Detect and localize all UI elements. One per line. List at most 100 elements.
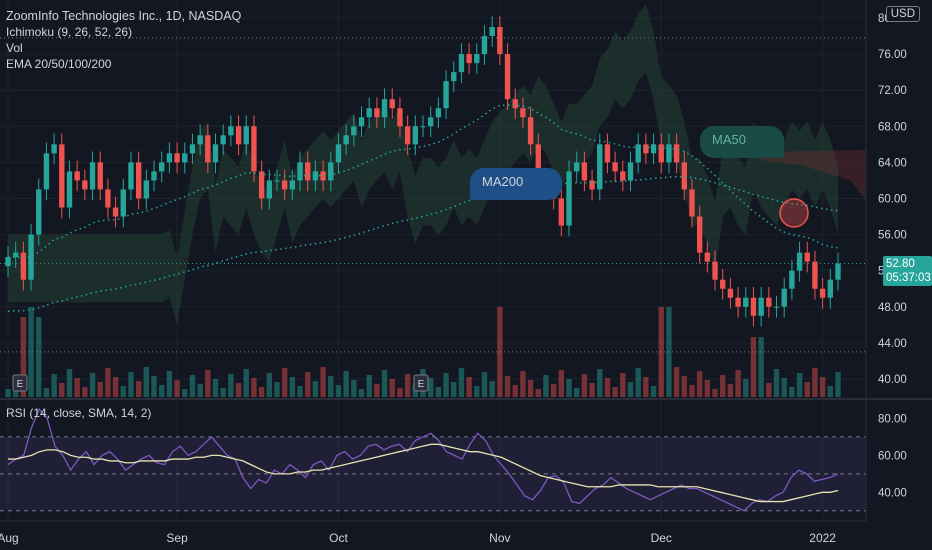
candle-body (89, 162, 96, 190)
indicator-ichimoku[interactable]: Ichimoku (9, 26, 52, 26) (6, 25, 133, 39)
candle-body (128, 162, 134, 190)
volume-bar (305, 372, 311, 397)
candle-body (374, 108, 380, 118)
y-tick-label: 72.00 (878, 85, 907, 97)
candle-body (143, 180, 150, 199)
volume-bar (166, 371, 173, 397)
volume-bar (566, 379, 572, 397)
candle-body (358, 117, 365, 127)
volume-bar (120, 386, 126, 397)
indicator-volume[interactable]: Vol (6, 41, 23, 55)
candle-body (297, 162, 303, 181)
candle-body (366, 108, 372, 118)
volume-bar (212, 379, 219, 397)
volume-bar (497, 307, 503, 397)
candle-body (189, 144, 196, 154)
candle-body (812, 261, 818, 289)
volume-bar (781, 378, 787, 397)
candle-body (696, 216, 703, 253)
candle-body (105, 189, 111, 208)
y-tick-label: 76.00 (878, 49, 907, 61)
y-tick-label: 44.00 (878, 338, 907, 350)
candle-body (712, 261, 718, 280)
currency-badge[interactable]: USD (885, 6, 920, 22)
earnings-box (413, 374, 429, 392)
candle-body (258, 171, 265, 199)
volume-bar (427, 378, 434, 397)
candle-body (489, 27, 495, 37)
volume-bar (312, 381, 319, 397)
volume-bar (328, 376, 334, 397)
candle-body (735, 297, 741, 307)
ichimoku-cloud (8, 4, 866, 325)
volume-bar (773, 369, 780, 397)
candle-body (466, 54, 472, 64)
volume-bar (720, 375, 726, 397)
volume-bar (143, 367, 150, 397)
volume-bar (512, 385, 518, 397)
candle-body (404, 126, 411, 145)
volume-bar (105, 368, 111, 397)
volume-bar (466, 377, 472, 397)
candle-body (381, 99, 388, 118)
indicator-ema[interactable]: EMA 20/50/100/200 (6, 57, 112, 71)
candle-body (566, 171, 572, 226)
volume-bar (819, 377, 826, 397)
volume-bar (612, 387, 618, 397)
candle-body (166, 153, 173, 163)
volume-bar (681, 376, 687, 397)
candle-body (827, 279, 834, 298)
candle-body (228, 126, 234, 136)
candle-body (235, 126, 242, 145)
candle-body (535, 144, 541, 181)
volume-bar (197, 384, 203, 397)
rsi-tick-label: 40.00 (878, 487, 907, 499)
candle-body (635, 144, 641, 163)
volume-bar (758, 337, 764, 397)
volume-bar (36, 317, 42, 397)
candle-body (666, 144, 672, 163)
candle-body (220, 135, 226, 145)
volume-bar (251, 378, 257, 397)
rsi-tick-label: 60.00 (878, 450, 907, 462)
candle-body (558, 198, 565, 226)
rsi-pane (0, 408, 866, 512)
candlesticks (5, 16, 841, 327)
candle-body (435, 108, 442, 118)
candle-body (74, 171, 80, 181)
candle-body (773, 306, 780, 308)
earnings-label: E (17, 379, 24, 390)
candle-body (135, 162, 142, 199)
volume-bar (735, 370, 741, 397)
volume-bar (59, 383, 65, 397)
candle-body (397, 108, 403, 127)
candle-body (120, 189, 126, 217)
volume-bar (43, 388, 50, 397)
volume-bar (358, 389, 365, 397)
volume-bar (189, 375, 196, 397)
candle-body (97, 162, 103, 190)
candle-body (412, 126, 419, 145)
indicator-rsi[interactable]: RSI (14, close, SMA, 14, 2) (6, 406, 152, 420)
candle-body (159, 162, 165, 172)
candle-body (819, 288, 826, 298)
candle-body (497, 27, 503, 55)
candle-body (151, 171, 157, 181)
candle-body (604, 144, 611, 163)
candle-body (804, 252, 810, 262)
candle-body (420, 126, 426, 128)
candle-body (28, 234, 34, 280)
candle-body (20, 252, 27, 280)
candle-body (504, 54, 511, 100)
candle-body (305, 162, 311, 181)
volume-bar (827, 386, 834, 397)
candle-body (474, 54, 480, 64)
volume-bar (574, 388, 580, 397)
candle-body (835, 263, 841, 280)
y-tick-label: 56.00 (878, 230, 907, 242)
rsi-tick-label: 80.00 (878, 413, 907, 425)
candle-body (658, 144, 664, 163)
volume-bar (835, 372, 841, 397)
